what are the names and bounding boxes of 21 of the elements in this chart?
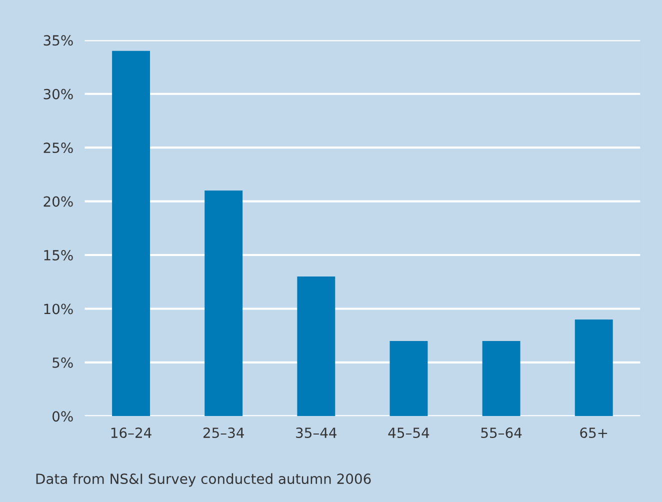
bar — [390, 340, 428, 416]
bar — [574, 319, 613, 416]
x-tick-label: 45–54 — [388, 428, 430, 438]
y-tick-label: 35% — [44, 35, 73, 46]
y-tick-label: 20% — [44, 196, 73, 207]
x-tick-label: 35–44 — [296, 428, 337, 438]
y-tick-label: 5% — [52, 357, 73, 368]
y-tick-label: 0% — [52, 411, 73, 422]
text: Data from NS&I Survey conducted autumn 2006 — [36, 473, 371, 487]
y-tick-label: 10% — [44, 304, 73, 314]
y-tick-label: 25% — [44, 142, 73, 154]
x-tick-label: 25–34 — [203, 428, 244, 438]
bar — [297, 276, 336, 416]
bar — [112, 50, 150, 416]
bar — [482, 340, 520, 416]
x-tick-label: 65+ — [580, 428, 608, 438]
bar — [204, 190, 243, 416]
x-tick-label: 16–24 — [111, 428, 152, 438]
y-tick-label: 15% — [44, 250, 73, 260]
x-tick-label: 55–64 — [481, 428, 522, 438]
y-tick-label: 30% — [44, 88, 73, 100]
